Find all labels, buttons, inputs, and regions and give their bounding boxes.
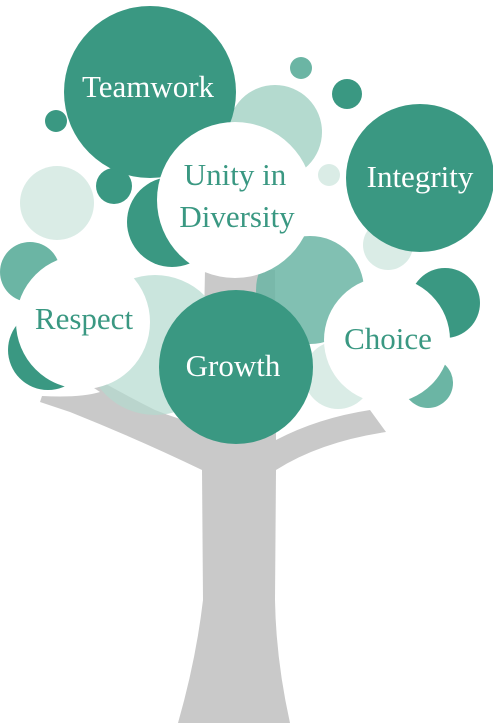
value-choice: Choice: [324, 277, 450, 403]
bubble-small-2: [45, 110, 67, 132]
trunk-shape: [40, 270, 386, 723]
growth-bubble: [159, 290, 313, 444]
choice-bubble: [324, 277, 450, 403]
tree-trunk: [40, 270, 386, 723]
value-unity-in-diversity: Unity in Diversity: [157, 122, 313, 278]
integrity-label: Integrity: [367, 159, 474, 194]
unity-label-line1: Unity in: [184, 157, 287, 192]
value-integrity: Integrity: [346, 104, 493, 252]
value-respect: Respect: [16, 255, 150, 389]
unity-label-line2: Diversity: [179, 199, 295, 234]
respect-bubble: [16, 255, 150, 389]
growth-label: Growth: [186, 348, 281, 383]
bubble-pale-left: [20, 166, 94, 240]
integrity-bubble: [346, 104, 493, 252]
bubble-small-4: [290, 57, 312, 79]
unity-bubble: [157, 122, 313, 278]
value-growth: Growth: [159, 290, 313, 444]
bubble-small-5: [318, 164, 340, 186]
bubble-small-1: [96, 168, 132, 204]
bubble-small-3: [332, 79, 362, 109]
choice-label: Choice: [344, 321, 432, 356]
teamwork-label: Teamwork: [82, 69, 215, 104]
respect-label: Respect: [35, 301, 134, 336]
